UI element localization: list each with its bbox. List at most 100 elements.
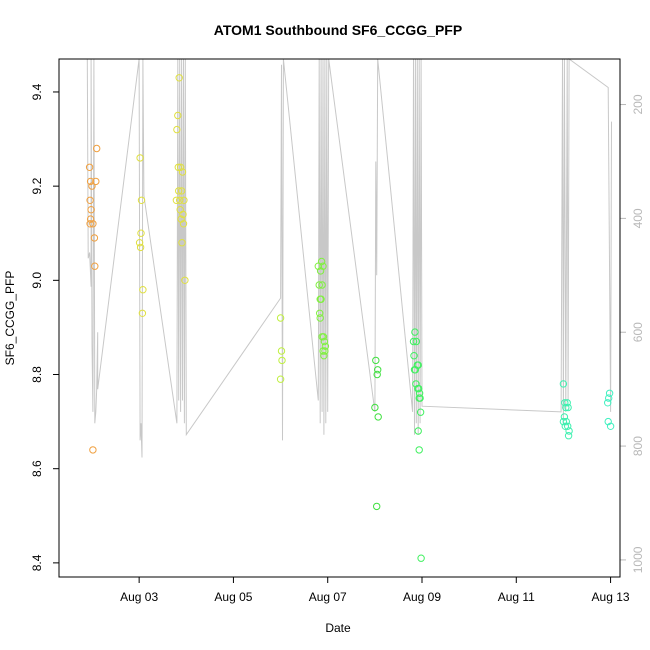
data-point-95 xyxy=(605,394,613,402)
data-point-94 xyxy=(605,389,614,397)
data-point-63 xyxy=(373,502,381,511)
data-point-5 xyxy=(86,215,95,223)
data-point-65 xyxy=(409,337,418,346)
data-point-84 xyxy=(563,399,571,407)
y2-tick-label-2: 600 xyxy=(631,322,645,342)
data-point-48 xyxy=(317,295,325,303)
data-point-27 xyxy=(177,187,186,195)
data-point-46 xyxy=(318,281,326,289)
altitude-line xyxy=(86,58,612,458)
data-point-37 xyxy=(276,314,285,322)
data-point-32 xyxy=(179,210,187,219)
data-point-35 xyxy=(178,239,186,247)
y-axis-label: SF6_CCGG_PFP xyxy=(3,271,17,366)
data-point-1 xyxy=(86,177,95,186)
data-point-21 xyxy=(174,111,182,120)
x-tick-label-3: Aug 09 xyxy=(403,590,441,604)
y-tick-label-4: 9.2 xyxy=(30,177,44,194)
x-tick-label-2: Aug 07 xyxy=(309,590,347,604)
axes-layer: Aug 03 Aug 05 Aug 07 Aug 09 Aug 11 Aug 13 8.4 8… xyxy=(30,83,645,604)
data-point-66 xyxy=(412,337,420,346)
data-point-56 xyxy=(321,347,329,355)
data-point-74 xyxy=(415,384,423,393)
y-tick-label-3: 9.0 xyxy=(30,272,44,289)
data-point-45 xyxy=(315,281,323,289)
y2-tick-label-1: 400 xyxy=(631,208,645,228)
data-point-64 xyxy=(411,328,419,336)
data-point-58 xyxy=(372,356,380,365)
data-point-13 xyxy=(136,154,144,162)
data-point-17 xyxy=(136,243,145,252)
data-point-16 xyxy=(135,239,144,247)
data-point-23 xyxy=(174,163,183,172)
data-point-50 xyxy=(316,314,324,322)
data-point-26 xyxy=(175,187,183,195)
x-tick-label-4: Aug 11 xyxy=(498,590,535,604)
data-point-6 xyxy=(86,220,94,228)
x-tick-label-5: Aug 13 xyxy=(592,590,630,604)
data-point-80 xyxy=(415,446,423,454)
data-point-11 xyxy=(93,144,101,153)
data-point-90 xyxy=(561,422,569,430)
plot-frame xyxy=(58,58,621,578)
data-point-0 xyxy=(85,163,94,172)
y2-tick-label-3: 800 xyxy=(631,436,645,456)
y2-tick-label-4: 1000 xyxy=(631,546,645,573)
data-point-20 xyxy=(175,74,183,82)
data-point-8 xyxy=(90,234,99,242)
data-point-61 xyxy=(371,403,379,412)
data-point-25 xyxy=(178,168,187,176)
data-point-15 xyxy=(137,229,145,237)
data-point-55 xyxy=(319,347,327,355)
data-point-14 xyxy=(137,196,146,205)
y2-tick-label-0: 200 xyxy=(631,94,645,114)
data-point-7 xyxy=(89,220,97,228)
data-point-77 xyxy=(416,394,424,402)
data-point-62 xyxy=(374,413,382,421)
data-point-18 xyxy=(139,286,147,294)
data-point-40 xyxy=(276,375,285,383)
data-point-92 xyxy=(565,427,573,435)
data-point-89 xyxy=(562,417,570,426)
data-point-28 xyxy=(172,196,181,205)
data-point-53 xyxy=(320,337,329,346)
data-point-29 xyxy=(176,196,184,205)
data-point-57 xyxy=(320,352,328,360)
data-point-60 xyxy=(373,370,381,379)
data-point-4 xyxy=(87,206,95,214)
data-point-93 xyxy=(564,432,573,440)
data-point-78 xyxy=(416,408,425,416)
data-point-2 xyxy=(88,182,96,190)
data-point-44 xyxy=(319,262,327,270)
data-point-10 xyxy=(92,177,100,186)
data-point-38 xyxy=(277,347,286,355)
data-point-34 xyxy=(179,220,188,228)
y-tick-label-0: 8.4 xyxy=(30,554,44,571)
data-point-71 xyxy=(410,366,419,374)
data-point-91 xyxy=(564,422,572,430)
x-axis-label: Date xyxy=(325,621,351,635)
x-tick-label-1: Aug 05 xyxy=(214,590,252,604)
data-point-88 xyxy=(559,417,568,426)
chart-title: ATOM1 Southbound SF6_CCGG_PFP xyxy=(214,22,462,38)
data-point-3 xyxy=(86,196,94,205)
points-layer xyxy=(85,74,615,562)
data-point-22 xyxy=(173,125,181,134)
data-point-96 xyxy=(604,399,612,407)
data-point-85 xyxy=(562,403,570,412)
y-tick-label-1: 8.6 xyxy=(30,460,44,477)
data-point-30 xyxy=(180,196,188,205)
data-point-67 xyxy=(410,352,418,360)
data-point-39 xyxy=(278,356,286,365)
data-point-52 xyxy=(319,333,328,341)
data-point-75 xyxy=(415,389,424,397)
y-tick-label-2: 8.8 xyxy=(30,366,44,383)
data-point-86 xyxy=(564,403,572,412)
data-point-49 xyxy=(316,309,324,317)
data-point-81 xyxy=(417,554,425,562)
data-point-79 xyxy=(414,427,422,435)
data-point-19 xyxy=(138,309,147,317)
data-point-59 xyxy=(374,366,382,374)
